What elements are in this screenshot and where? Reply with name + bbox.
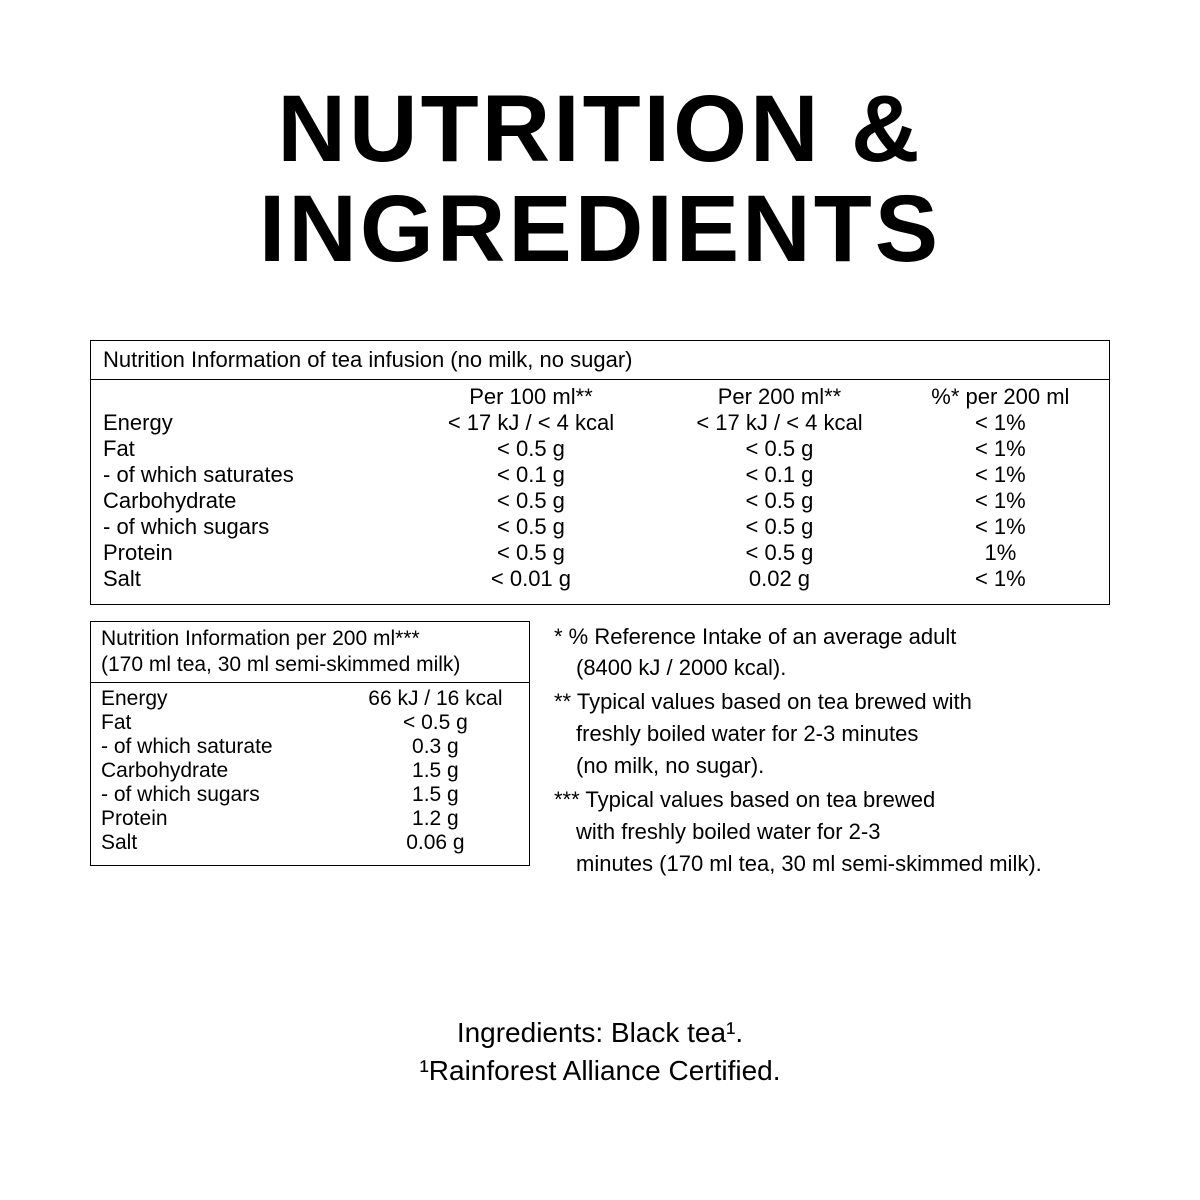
cell-value: < 0.5 g [655,436,904,462]
cell-label: Carbohydrate [101,759,352,783]
table-row: Carbohydrate 1.5 g [101,759,519,783]
col-percent: %* per 200 ml [904,384,1097,410]
table-row: - of which sugars 1.5 g [101,783,519,807]
cell-label: Salt [103,566,407,592]
cell-label: Energy [101,687,352,711]
table-row: Energy < 17 kJ / < 4 kcal < 17 kJ / < 4 … [103,410,1097,436]
cell-label: Protein [101,807,352,831]
small-table-header: Nutrition Information per 200 ml*** (170… [91,622,529,684]
cell-value: < 0.5 g [407,436,656,462]
cell-label: Energy [103,410,407,436]
cell-label: - of which sugars [103,514,407,540]
footnote-line: (no milk, no sugar). [554,750,1042,782]
cell-value: < 17 kJ / < 4 kcal [655,410,904,436]
col-blank [103,384,407,410]
table-row: Fat < 0.5 g [101,711,519,735]
cell-value: 66 kJ / 16 kcal [352,687,519,711]
cell-value: < 0.1 g [407,462,656,488]
page-title: NUTRITION & INGREDIENTS [90,80,1110,280]
small-header-l1: Nutrition Information per 200 ml*** [101,626,519,652]
ingredients-cert: ¹Rainforest Alliance Certified. [0,1052,1200,1090]
cell-value: < 0.5 g [407,488,656,514]
cell-label: Fat [101,711,352,735]
cell-value: < 0.5 g [407,540,656,566]
cell-value: < 1% [904,488,1097,514]
cell-label: - of which sugars [101,783,352,807]
cell-value: < 1% [904,514,1097,540]
table-row: Protein < 0.5 g < 0.5 g 1% [103,540,1097,566]
table-row: Energy 66 kJ / 16 kcal [101,687,519,711]
cell-value: < 1% [904,566,1097,592]
footnote-line: with freshly boiled water for 2-3 [554,816,1042,848]
col-per-200: Per 200 ml** [655,384,904,410]
footnote-line: *** Typical values based on tea brewed [554,784,1042,816]
cell-label: Carbohydrate [103,488,407,514]
footnote-line: * % Reference Intake of an average adult [554,621,1042,653]
footnote-milk: *** Typical values based on tea brewed w… [554,784,1042,880]
footnotes: * % Reference Intake of an average adult… [554,621,1042,882]
cell-label: Salt [101,831,352,855]
cell-value: < 1% [904,410,1097,436]
title-line-1: NUTRITION & [90,80,1110,180]
table-row: - of which saturates < 0.1 g < 0.1 g < 1… [103,462,1097,488]
cell-label: Protein [103,540,407,566]
cell-value: < 0.5 g [407,514,656,540]
cell-value: < 0.5 g [655,488,904,514]
ingredients-block: Ingredients: Black tea¹. ¹Rainforest All… [0,1014,1200,1090]
table-row: Protein 1.2 g [101,807,519,831]
cell-value: < 1% [904,462,1097,488]
table-row: Carbohydrate < 0.5 g < 0.5 g < 1% [103,488,1097,514]
cell-value: < 0.5 g [655,514,904,540]
cell-value: < 0.1 g [655,462,904,488]
table-row: Fat < 0.5 g < 0.5 g < 1% [103,436,1097,462]
nutrition-main-table: Nutrition Information of tea infusion (n… [90,340,1110,605]
ingredients-line: Ingredients: Black tea¹. [0,1014,1200,1052]
cell-value: 1% [904,540,1097,566]
footnote-line: freshly boiled water for 2-3 minutes [554,718,1042,750]
cell-value: < 0.5 g [655,540,904,566]
table-row: - of which sugars < 0.5 g < 0.5 g < 1% [103,514,1097,540]
main-table-col-headers: Per 100 ml** Per 200 ml** %* per 200 ml [103,384,1097,410]
table-row: - of which saturate 0.3 g [101,735,519,759]
title-line-2: INGREDIENTS [90,180,1110,280]
table-row: Salt 0.06 g [101,831,519,855]
cell-value: < 1% [904,436,1097,462]
cell-value: 0.06 g [352,831,519,855]
footnote-ri: * % Reference Intake of an average adult… [554,621,1042,685]
cell-value: 0.02 g [655,566,904,592]
cell-value: < 0.5 g [352,711,519,735]
footnote-line: ** Typical values based on tea brewed wi… [554,686,1042,718]
table-row: Salt < 0.01 g 0.02 g < 1% [103,566,1097,592]
footnote-brewed: ** Typical values based on tea brewed wi… [554,686,1042,782]
cell-label: Fat [103,436,407,462]
col-per-100: Per 100 ml** [407,384,656,410]
cell-value: < 0.01 g [407,566,656,592]
cell-label: - of which saturates [103,462,407,488]
cell-value: < 17 kJ / < 4 kcal [407,410,656,436]
cell-label: - of which saturate [101,735,352,759]
nutrition-milk-table: Nutrition Information per 200 ml*** (170… [90,621,530,867]
cell-value: 0.3 g [352,735,519,759]
footnote-line: (8400 kJ / 2000 kcal). [554,652,1042,684]
footnote-line: minutes (170 ml tea, 30 ml semi-skimmed … [554,848,1042,880]
main-table-header: Nutrition Information of tea infusion (n… [91,341,1109,380]
small-header-l2: (170 ml tea, 30 ml semi-skimmed milk) [101,652,519,678]
cell-value: 1.5 g [352,759,519,783]
cell-value: 1.2 g [352,807,519,831]
cell-value: 1.5 g [352,783,519,807]
